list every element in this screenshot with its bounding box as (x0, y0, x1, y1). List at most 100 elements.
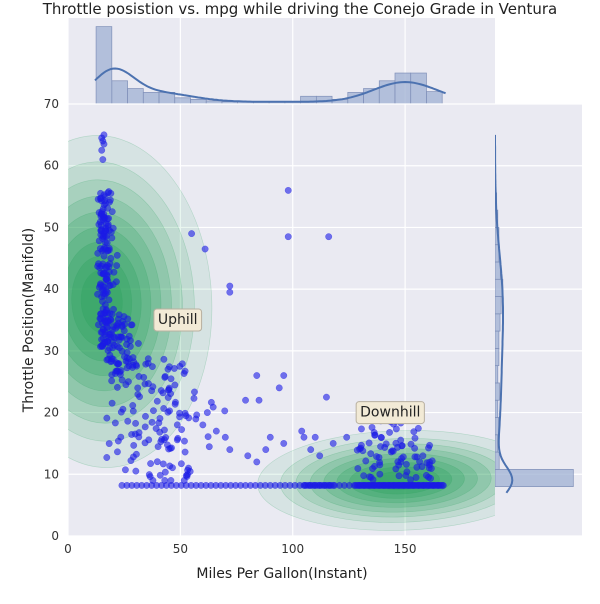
scatter-point (117, 433, 125, 441)
x-tick-label: 0 (64, 542, 72, 556)
scatter-point (203, 409, 211, 417)
scatter-point (100, 131, 108, 139)
scatter-point (157, 387, 165, 394)
x-tick-label: 100 (281, 542, 304, 556)
scatter-point (205, 443, 213, 451)
scatter-point (99, 156, 107, 163)
scatter-point (99, 215, 107, 223)
scatter-point (221, 407, 229, 415)
y-hist-bar (495, 313, 501, 332)
scatter-point (115, 360, 123, 367)
scatter-point (153, 458, 161, 466)
scatter-point (201, 245, 209, 253)
scatter-point (98, 146, 106, 154)
scatter-point (105, 296, 113, 304)
scatter-point (96, 245, 104, 253)
right-marginal-background (495, 104, 582, 536)
scatter-point (164, 408, 172, 416)
scatter-point (166, 444, 174, 452)
scatter-point (169, 464, 176, 472)
scatter-point (382, 440, 390, 448)
scatter-point (402, 472, 410, 479)
scatter-point (129, 361, 137, 369)
scatter-point (284, 186, 292, 194)
y-hist-bar (495, 451, 500, 470)
scatter-point (191, 388, 198, 396)
scatter-point (110, 268, 118, 276)
y-hist-bar (495, 330, 500, 349)
scatter-point (118, 376, 126, 384)
scatter-point (140, 373, 148, 381)
scatter-point (275, 384, 283, 392)
scatter-point (411, 453, 419, 461)
scatter-point (118, 321, 126, 329)
scatter-point (414, 424, 422, 432)
scatter-point (144, 359, 152, 367)
scatter-point (135, 429, 143, 437)
scatter-point (329, 439, 337, 447)
scatter-point (132, 467, 140, 475)
scatter-point (113, 383, 121, 391)
scatter-point (242, 396, 249, 404)
y-hist-bar (495, 348, 500, 367)
scatter-point (174, 434, 182, 442)
scatter-point (104, 220, 112, 228)
chart-title: Throttle posistion vs. mpg while driving… (42, 0, 557, 18)
scatter-point (376, 470, 384, 478)
y-hist-bar (495, 417, 499, 436)
scatter-point (181, 409, 189, 417)
scatter-point (322, 393, 330, 401)
x-hist-bar (426, 91, 443, 104)
scatter-point (108, 399, 116, 407)
scatter-point (419, 452, 427, 460)
scatter-point (377, 434, 385, 442)
scatter-point (99, 298, 106, 305)
scatter-point (377, 443, 384, 450)
scatter-point (171, 400, 179, 408)
y-tick-label: 30 (44, 344, 59, 358)
scatter-point (392, 425, 400, 433)
scatter-point (117, 333, 125, 341)
scatter-point (111, 369, 119, 377)
scatter-point (392, 439, 400, 447)
scatter-point (122, 381, 130, 389)
scatter-point (148, 418, 156, 426)
scatter-point (124, 417, 132, 425)
x-hist-bar (95, 26, 113, 104)
scatter-point (325, 233, 333, 241)
scatter-point (141, 423, 149, 431)
scatter-point (212, 427, 220, 435)
scatter-point (411, 444, 419, 452)
y-tick-label: 60 (44, 159, 59, 173)
scatter-point (360, 472, 368, 480)
scatter-point (298, 427, 306, 435)
scatter-point (127, 321, 135, 329)
scatter-point (354, 465, 362, 472)
scatter-point (108, 377, 116, 385)
scatter-point (108, 208, 116, 216)
x-hist-bar (190, 99, 207, 104)
scatter-point (146, 473, 154, 481)
scatter-point (398, 442, 406, 450)
scatter-point (329, 481, 337, 489)
scatter-point (107, 316, 115, 324)
scatter-point (280, 372, 288, 379)
scatter-point (357, 425, 365, 433)
x-axis-label: Miles Per Gallon(Instant) (196, 566, 367, 582)
scatter-point (109, 281, 117, 289)
scatter-point (193, 411, 201, 419)
scatter-point (369, 465, 376, 473)
y-hist-bar (495, 468, 574, 487)
annotation-downhill-label: Downhill (360, 405, 420, 421)
scatter-point (129, 402, 137, 409)
scatter-point (253, 372, 261, 379)
scatter-point (127, 457, 135, 465)
scatter-point (142, 412, 149, 420)
scatter-point (123, 341, 131, 348)
scatter-point (311, 433, 319, 441)
scatter-point (365, 439, 373, 447)
x-hist-bar (394, 72, 412, 104)
scatter-point (438, 481, 446, 489)
scatter-point (107, 254, 115, 262)
